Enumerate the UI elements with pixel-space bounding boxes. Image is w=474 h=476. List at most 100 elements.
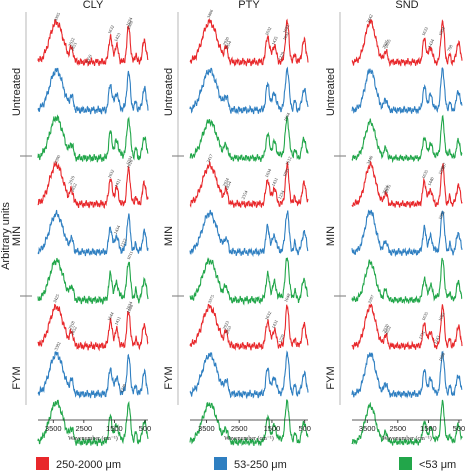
peak-label: 1434 — [427, 38, 436, 49]
peak-label: 2852 — [69, 182, 77, 192]
peak-label: 1632 — [107, 24, 115, 34]
peak-label: 1081 — [282, 24, 290, 34]
peak-label: 2922 — [67, 37, 75, 47]
peak-label: 1034 — [125, 300, 134, 311]
peak-label: 2359 — [85, 53, 94, 64]
peak-label: 1092 — [282, 31, 290, 41]
peak-label: 3417 — [205, 153, 214, 164]
peak-label: 1085 — [437, 311, 446, 322]
peak-label: 2920 — [222, 35, 231, 46]
peak-label: 1644 — [106, 311, 115, 322]
peak-label: 3375 — [207, 293, 216, 304]
x-tick-label: 500 — [139, 424, 152, 433]
peak-label: 3390 — [53, 154, 62, 165]
peak-label: 2855 — [383, 38, 392, 49]
peak-label: 3440 — [365, 154, 374, 165]
peak-label: 1431 — [271, 177, 279, 187]
peak-label: 1011 — [126, 250, 134, 260]
trace-cly-untreated-coarse — [37, 18, 149, 67]
trace-cly-untreated-medium — [37, 67, 149, 115]
peak-label: 1731 — [418, 330, 426, 340]
peak-label: 1431 — [271, 319, 279, 329]
trace-pty-untreated-medium — [189, 66, 309, 115]
trace-snd-min-medium — [351, 209, 463, 258]
y-axis-title: Arbitrary units — [0, 202, 12, 270]
x-tick-label: 3500 — [198, 424, 215, 433]
peak-label: 2853 — [224, 324, 233, 335]
row-label-untreated: Untreated — [163, 68, 175, 116]
peak-label: 1440 — [427, 176, 436, 187]
x-axis-title: Wavenumber (cm⁻¹) — [382, 435, 432, 442]
peak-label: 2924 — [381, 184, 390, 195]
peak-label: 1229 — [277, 50, 286, 61]
row-label-fym: FYM — [11, 366, 23, 389]
legend-label-medium: 53-250 μm — [234, 459, 287, 471]
trace-pty-fym-coarse — [189, 303, 309, 351]
trace-snd-min-fine — [351, 257, 463, 305]
peak-label: 1635 — [421, 310, 430, 321]
trace-cly-fym-medium — [37, 351, 149, 399]
x-tick-label: 1500 — [106, 424, 123, 433]
peak-label: 3406 — [206, 8, 215, 19]
trace-snd-untreated-fine — [351, 114, 463, 164]
peak-label: 1085 — [437, 210, 446, 221]
peak-label: 1633 — [421, 26, 430, 37]
peak-label: 1632 — [264, 26, 272, 36]
peak-label: 2851 — [69, 41, 77, 51]
legend-swatch-fine — [399, 457, 412, 470]
row-label-min: MIN — [325, 226, 337, 246]
row-label-fym: FYM — [163, 366, 175, 389]
peak-label: 3395 — [53, 11, 62, 22]
row-label-min: MIN — [163, 226, 175, 246]
x-tick-label: 2500 — [75, 424, 92, 433]
peak-label: 1064 — [283, 111, 292, 122]
legend-swatch-medium — [214, 457, 227, 470]
row-label-untreated: Untreated — [11, 68, 23, 116]
row-label-fym: FYM — [325, 366, 337, 389]
x-tick-label: 500 — [453, 424, 466, 433]
trace-snd-min-coarse — [351, 160, 463, 209]
x-tick-label: 2500 — [231, 424, 248, 433]
trace-cly-untreated-fine — [37, 114, 149, 163]
x-tick-label: 1500 — [264, 424, 281, 433]
peak-label: 1008 — [126, 303, 135, 314]
peak-label: 1434 — [113, 224, 122, 235]
peak-label: 1632 — [264, 311, 272, 321]
trace-snd-fym-coarse — [351, 303, 463, 350]
trace-snd-fym-fine — [351, 399, 463, 446]
trace-cly-min-coarse — [37, 160, 149, 209]
row-label-min: MIN — [11, 226, 23, 246]
peak-label: 3397 — [367, 293, 376, 304]
peak-label: 1091 — [282, 167, 290, 177]
trace-snd-untreated-coarse — [351, 18, 463, 67]
x-tick-label: 3500 — [45, 424, 62, 433]
peak-label: 1411 — [113, 316, 121, 326]
x-tick-label: 500 — [298, 424, 311, 433]
peak-label: 1222 — [119, 238, 127, 248]
x-tick-label: 3500 — [359, 424, 376, 433]
trace-pty-min-coarse — [189, 160, 309, 209]
peak-label: 2919 — [67, 174, 76, 185]
x-axis-title: Wavenumber (cm⁻¹) — [68, 435, 118, 442]
panel-title-snd: SND — [395, 0, 418, 11]
peak-label: 2354 — [240, 189, 249, 200]
legend-swatch-coarse — [36, 457, 49, 470]
trace-pty-min-medium — [189, 209, 309, 258]
trace-snd-untreated-medium — [351, 67, 463, 115]
trace-pty-fym-fine — [189, 399, 309, 447]
peak-label: 1084 — [437, 26, 446, 37]
peak-label: 2924 — [222, 177, 231, 188]
trace-snd-fym-medium — [351, 350, 463, 399]
peak-label: 1238 — [119, 383, 128, 394]
peak-label: 1034 — [125, 16, 134, 27]
panel-title-cly: CLY — [83, 0, 104, 11]
trace-cly-fym-coarse — [37, 303, 149, 352]
peak-label: 3382 — [53, 341, 61, 351]
x-tick-label: 1500 — [420, 424, 437, 433]
trace-cly-min-fine — [37, 257, 149, 306]
peak-label: 2918 — [67, 320, 76, 331]
peak-label: 2852 — [69, 326, 77, 336]
peak-label: 1423 — [113, 31, 122, 42]
peak-label: 1012 — [284, 156, 292, 166]
peak-label: 798 — [446, 43, 454, 52]
